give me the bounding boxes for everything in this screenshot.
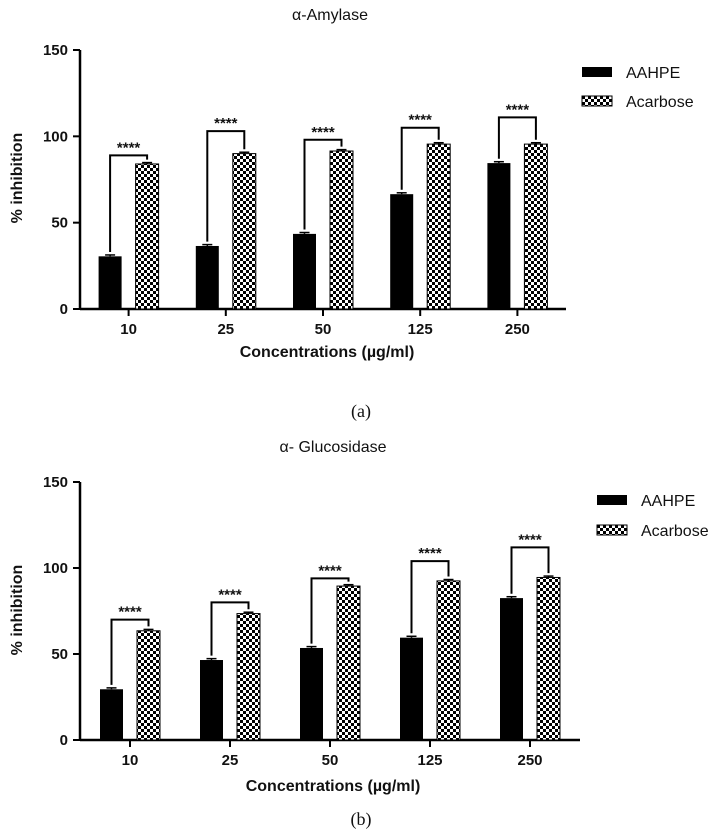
- bar-aahpe: [293, 233, 316, 309]
- legend-swatch-aahpe: [597, 495, 627, 505]
- glucosidase-chart: α- Glucosidase % inhibition Concentratio…: [9, 439, 709, 830]
- bar-acarbose: [135, 163, 160, 310]
- y-tick-label: 50: [51, 646, 68, 663]
- significance-label: ****: [518, 531, 542, 548]
- x-tick-label: 125: [417, 752, 442, 769]
- plot-area: 0 50 100 150 10 **** 25 **** 50 **** 125 **** 250 ***…: [43, 474, 580, 769]
- panel-label-b: (b): [351, 809, 372, 830]
- bar-aahpe: [400, 637, 423, 740]
- legend-swatch-acarbose: [596, 524, 628, 536]
- significance-label: ****: [506, 101, 530, 118]
- x-axis-label: Concentrations (µg/ml): [246, 778, 421, 795]
- x-tick-label: 250: [505, 321, 530, 338]
- legend-swatch-aahpe: [582, 67, 612, 77]
- legend: AAHPE Acarbose: [581, 65, 694, 111]
- significance-label: ****: [311, 124, 335, 141]
- significance-label: ****: [117, 139, 141, 156]
- x-tick-label: 25: [217, 321, 234, 338]
- significance-bracket: [400, 126, 440, 190]
- significance-label: ****: [318, 562, 342, 579]
- legend-label-acarbose: Acarbose: [626, 94, 694, 111]
- bar-aahpe: [98, 256, 122, 309]
- x-tick-label: 250: [517, 752, 542, 769]
- bar-acarbose: [329, 150, 354, 310]
- significance-label: ****: [418, 545, 442, 562]
- bar-acarbose: [136, 630, 161, 741]
- x-tick-label: 10: [120, 321, 137, 338]
- legend-label-acarbose: Acarbose: [641, 523, 709, 540]
- bar-acarbose: [536, 576, 561, 741]
- bar-aahpe: [390, 194, 414, 309]
- significance-bracket: [210, 601, 250, 656]
- bar-acarbose: [336, 585, 361, 741]
- y-tick-label: 0: [60, 732, 68, 749]
- legend-label-aahpe: AAHPE: [641, 493, 695, 510]
- significance-label: ****: [218, 586, 242, 603]
- legend-swatch-acarbose: [581, 95, 613, 107]
- significance-bracket: [206, 130, 246, 242]
- bar-aahpe: [300, 647, 323, 740]
- bar-aahpe: [500, 598, 523, 740]
- plot-area: 0 50 100 150 10 **** 25 **** 50 **** 125 **** 250 ***…: [43, 42, 566, 338]
- y-tick-label: 0: [60, 301, 68, 318]
- x-tick-label: 10: [122, 752, 139, 769]
- y-tick-label: 50: [51, 215, 68, 232]
- significance-bracket: [497, 116, 537, 159]
- significance-bracket: [310, 577, 350, 644]
- y-axis-label: % inhibition: [9, 565, 26, 656]
- legend-label-aahpe: AAHPE: [626, 65, 680, 82]
- bar-aahpe: [487, 163, 511, 309]
- panel-label-a: (a): [351, 401, 371, 422]
- chart-title: α- Glucosidase: [279, 439, 386, 456]
- y-tick-label: 100: [43, 128, 68, 145]
- x-tick-label: 50: [315, 321, 332, 338]
- bar-aahpe: [200, 660, 223, 740]
- bar-aahpe: [100, 689, 123, 740]
- significance-label: ****: [214, 115, 238, 132]
- y-tick-label: 150: [43, 42, 68, 59]
- y-axis-label: % inhibition: [9, 133, 26, 224]
- significance-label: ****: [118, 604, 142, 621]
- bar-acarbose: [523, 143, 548, 310]
- x-axis-label: Concentrations (µg/ml): [240, 344, 415, 361]
- bar-acarbose: [426, 143, 451, 310]
- x-tick-label: 25: [222, 752, 239, 769]
- amylase-chart: α-Amylase % inhibition Concentrations (µ…: [9, 7, 694, 422]
- bar-aahpe: [195, 245, 219, 309]
- chart-title: α-Amylase: [292, 7, 368, 24]
- significance-bracket: [410, 560, 450, 634]
- y-tick-label: 150: [43, 474, 68, 491]
- x-tick-label: 125: [408, 321, 433, 338]
- bar-acarbose: [236, 613, 261, 741]
- bar-acarbose: [436, 580, 461, 741]
- bar-acarbose: [232, 153, 257, 310]
- significance-bracket: [303, 138, 343, 230]
- significance-bracket: [510, 546, 550, 594]
- significance-bracket: [110, 618, 150, 685]
- y-tick-label: 100: [43, 560, 68, 577]
- significance-bracket: [109, 154, 149, 252]
- significance-label: ****: [409, 112, 433, 129]
- x-tick-label: 50: [322, 752, 339, 769]
- legend: AAHPE Acarbose: [596, 493, 709, 540]
